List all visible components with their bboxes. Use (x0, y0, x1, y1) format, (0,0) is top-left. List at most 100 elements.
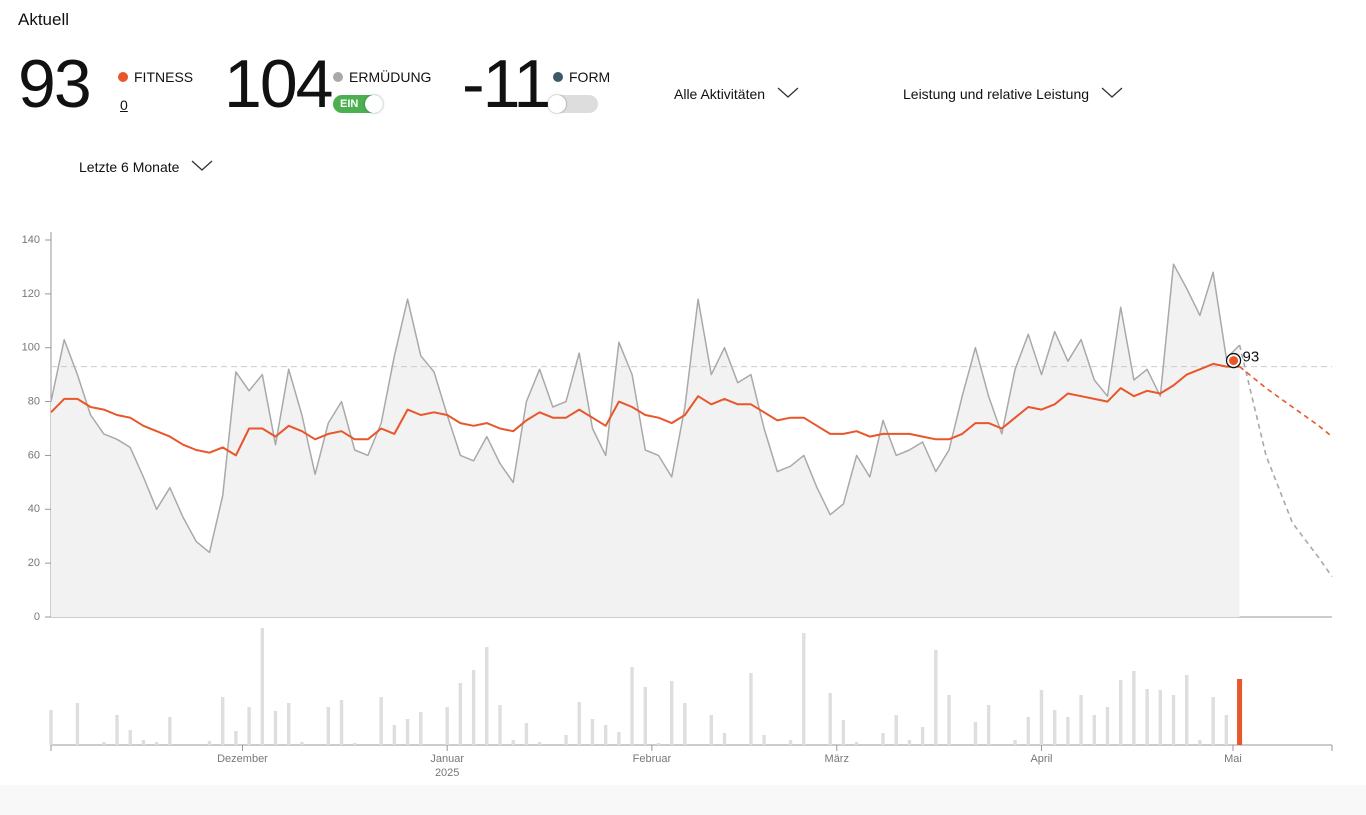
load-bar (300, 742, 304, 745)
x-tick-label: Februar (633, 753, 672, 765)
load-bar (287, 703, 291, 745)
load-bar (537, 742, 542, 745)
load-bar (260, 628, 264, 745)
load-bar (854, 742, 859, 745)
fatigue-area (51, 264, 1240, 617)
metric-dropdown[interactable]: Leistung und relative Leistung (903, 86, 1123, 102)
load-bar (1211, 697, 1215, 745)
load-bar (379, 697, 383, 745)
current-marker (1229, 356, 1239, 366)
legend-dot (333, 72, 343, 82)
chevron (1101, 87, 1123, 98)
load-bar (1132, 671, 1136, 745)
dropdown-text: Alle Aktivitäten (674, 86, 766, 102)
load-bar (1026, 717, 1030, 745)
range-dropdown[interactable]: Letzte 6 Monate (79, 159, 213, 175)
load-bar (498, 705, 502, 745)
load-bar (656, 743, 661, 745)
y-tick-label: 100 (22, 342, 40, 354)
load-bar (1237, 679, 1243, 745)
load-bar (1105, 707, 1110, 745)
load-bar (590, 719, 595, 745)
toggle-knob (365, 95, 383, 113)
load-bar (643, 687, 647, 745)
x-tick-label: Dezember (217, 753, 268, 765)
load-bar (273, 711, 278, 745)
section-title: Aktuell (18, 10, 70, 29)
load-bar (1198, 740, 1202, 745)
y-tick-label: 80 (28, 395, 40, 407)
load-bar (907, 740, 912, 745)
fatigue-value: 104 (224, 46, 333, 122)
current-value-label: 93 (1243, 349, 1260, 366)
y-tick-label: 120 (22, 288, 40, 300)
load-bar (1185, 675, 1189, 745)
load-bar (326, 707, 331, 745)
load-bar (630, 667, 634, 745)
y-tick-label: 40 (28, 503, 40, 515)
dropdown-text: Letzte 6 Monate (79, 159, 180, 175)
load-bar (973, 722, 978, 745)
forecast-line (1238, 344, 1333, 578)
legend-text: FORM (569, 69, 611, 85)
load-bar (1171, 695, 1176, 745)
load-bar (828, 693, 832, 745)
form-label: FORM (553, 69, 610, 85)
load-bar (392, 725, 397, 745)
x-tick-label: Januar (430, 753, 464, 765)
load-bar (669, 681, 674, 745)
form-toggle[interactable] (548, 95, 598, 113)
load-bar (75, 703, 80, 745)
load-bar (49, 710, 53, 745)
load-bar (1224, 715, 1229, 745)
x-tick-label: Mai (1224, 753, 1242, 765)
load-bar (564, 735, 568, 745)
legend-text: FITNESS (134, 69, 194, 85)
load-bar (841, 720, 846, 745)
fitness-value: 93 (18, 46, 92, 122)
load-bar (1079, 695, 1083, 745)
load-bar (617, 732, 621, 745)
load-bar (934, 650, 938, 745)
fatigue-toggle[interactable]: EIN (333, 95, 383, 113)
legend-text: ERMÜDUNG (349, 69, 432, 85)
load-bar (1145, 689, 1149, 745)
load-bar (722, 733, 727, 745)
load-bar (458, 683, 463, 745)
load-bar (603, 725, 608, 745)
load-bar (762, 735, 766, 745)
load-bar (168, 717, 172, 745)
x-tick-label: April (1030, 753, 1052, 765)
form-value: -11 (462, 46, 551, 122)
load-bar (709, 715, 714, 745)
load-bar (339, 700, 344, 745)
legend-dot (118, 72, 128, 82)
load-bar (894, 715, 898, 745)
load-bar (986, 705, 991, 745)
load-bar (920, 727, 925, 745)
load-bar (1013, 740, 1017, 745)
y-tick-label: 60 (28, 449, 40, 461)
load-bar (247, 707, 251, 745)
toggle-text: EIN (340, 98, 359, 110)
y-tick-label: 20 (28, 557, 40, 569)
load-bar (207, 741, 212, 745)
chevron (777, 87, 799, 98)
fitness-change[interactable]: 0 (120, 97, 128, 113)
load-bar (749, 673, 753, 745)
load-bar (1092, 715, 1096, 745)
load-bar (881, 733, 885, 745)
legend-dot (553, 72, 563, 82)
activity-dropdown[interactable]: Alle Aktivitäten (674, 86, 799, 102)
fitness-label: FITNESS (118, 69, 193, 85)
load-bar (683, 703, 687, 745)
load-bar (1158, 690, 1163, 745)
load-bar (128, 730, 132, 745)
series-line (50, 362, 1240, 457)
load-bar (419, 712, 423, 745)
load-bar (1119, 680, 1123, 745)
load-bar (788, 740, 793, 745)
load-bar (577, 702, 581, 745)
